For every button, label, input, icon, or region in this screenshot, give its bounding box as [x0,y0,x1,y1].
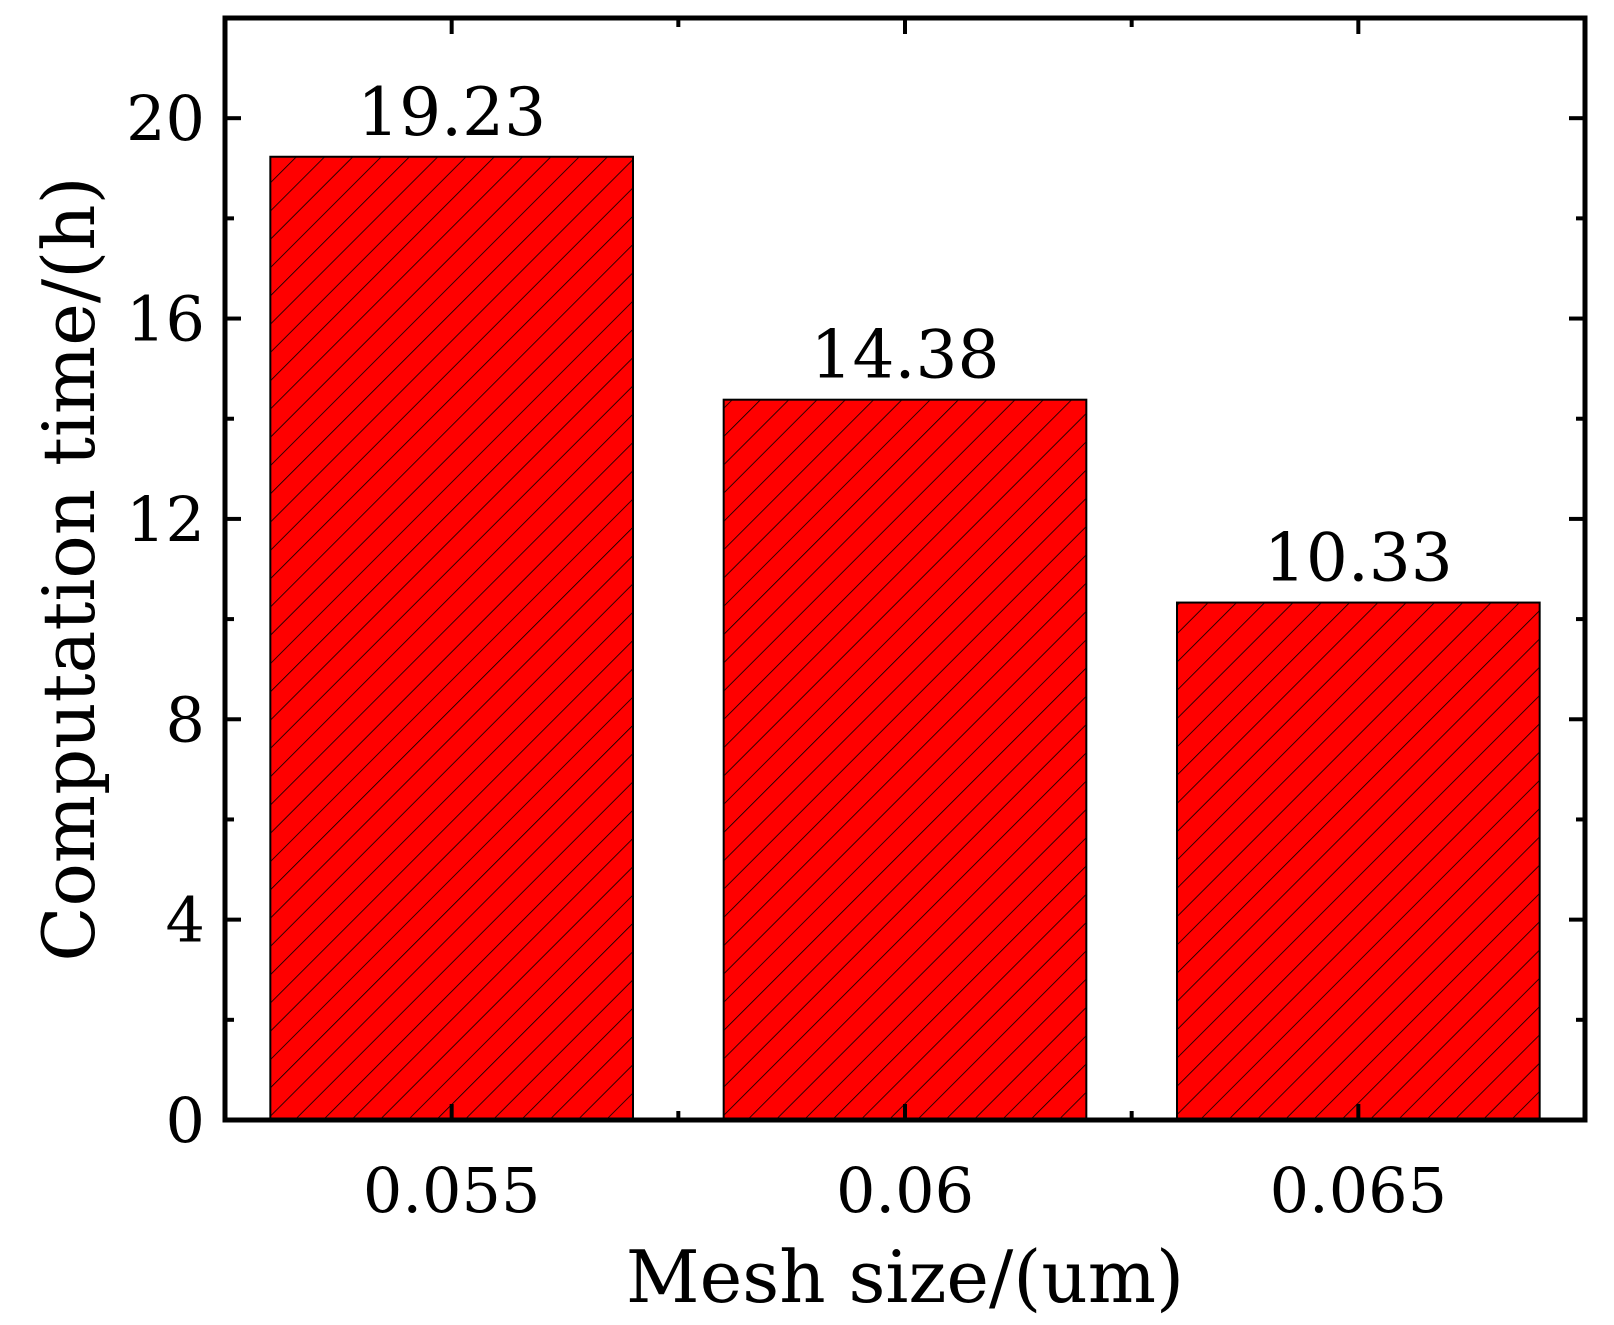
bar-hatch-0.06 [723,399,1087,1120]
data-label-0.065: 10.33 [1264,520,1453,597]
bar-hatch-0.065 [1177,602,1540,1120]
x-tick-label-0.06: 0.06 [836,1154,974,1227]
plot-frame [222,15,1588,1123]
bars-layer [269,155,1541,1121]
data-label-0.055: 19.23 [357,74,546,151]
y-tick-label-8: 8 [166,683,205,756]
bar-hatch-0.055 [270,156,633,1120]
y-tick-label-12: 12 [126,483,205,556]
y-tick-label-20: 20 [126,82,205,155]
x-axis-title: Mesh size/(um) [626,1235,1184,1319]
labels-layer: 19.23 0.055 14.38 0.06 10.33 0.065 0 4 8 12 16 20 [126,74,1453,1227]
x-tick-label-0.055: 0.055 [363,1154,541,1227]
y-tick-label-16: 16 [126,283,205,356]
x-tick-label-0.065: 0.065 [1270,1154,1448,1227]
y-tick-label-0: 0 [166,1084,205,1157]
y-axis-title: Computation time/(h) [27,176,111,961]
y-tick-label-4: 4 [166,884,205,957]
data-label-0.06: 14.38 [811,317,1000,394]
